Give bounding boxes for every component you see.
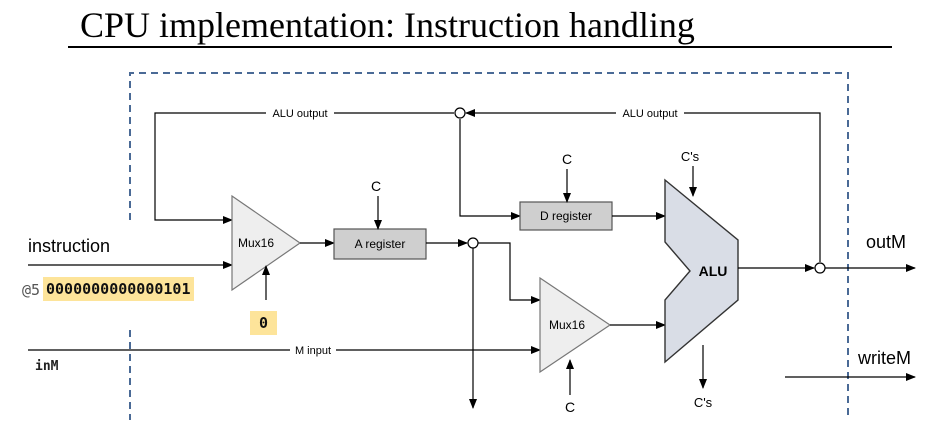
m-input-label-bg xyxy=(290,343,336,357)
mux16-right-label: Mux16 xyxy=(549,318,585,332)
mux16-right xyxy=(539,276,612,374)
cpu-boundary-frame xyxy=(129,72,849,420)
alu-output-label-left: ALU output xyxy=(272,108,327,120)
a-register-out-junction xyxy=(467,237,479,249)
zero-constant-value: 0 xyxy=(250,311,278,335)
mux2-control-label: C xyxy=(565,399,575,415)
title-underline xyxy=(68,46,892,48)
instruction-address-label: @5 xyxy=(22,281,41,299)
alu-output-label-right: ALU output xyxy=(622,108,677,120)
a-register-label: A register xyxy=(355,237,406,251)
page-title: CPU implementation: Instruction handling xyxy=(80,5,695,45)
alu-output-label-bg-left xyxy=(266,106,334,120)
alu-output-feedback-wire xyxy=(465,109,821,262)
a-register xyxy=(333,228,427,260)
d-register-label: D register xyxy=(540,209,592,223)
mux16-left-label: Mux16 xyxy=(238,236,274,250)
alu-control-out-label: C's xyxy=(694,395,713,410)
alu-block xyxy=(664,178,739,364)
instruction-label: instruction xyxy=(28,236,111,256)
alu-label: ALU xyxy=(699,263,728,279)
alu-control-in-label: C's xyxy=(681,149,700,164)
write-m-label: writeM xyxy=(858,348,911,368)
inm-label: inM xyxy=(35,359,59,374)
out-m-label: outM xyxy=(866,232,907,252)
alu-out-junction xyxy=(814,262,826,274)
m-input-label: M input xyxy=(295,345,331,357)
d-register-control-label: C xyxy=(562,151,572,167)
alu-output-to-mux1-wire xyxy=(154,112,454,224)
a-register-control-label: C xyxy=(371,178,381,194)
alu-output-label-bg-right xyxy=(616,106,684,120)
a-register-to-mux2-wire xyxy=(478,242,541,304)
alu-output-junction xyxy=(454,107,466,119)
alu-output-to-d-register-wire xyxy=(459,119,521,220)
instruction-value: 0000000000000101 xyxy=(43,277,194,301)
